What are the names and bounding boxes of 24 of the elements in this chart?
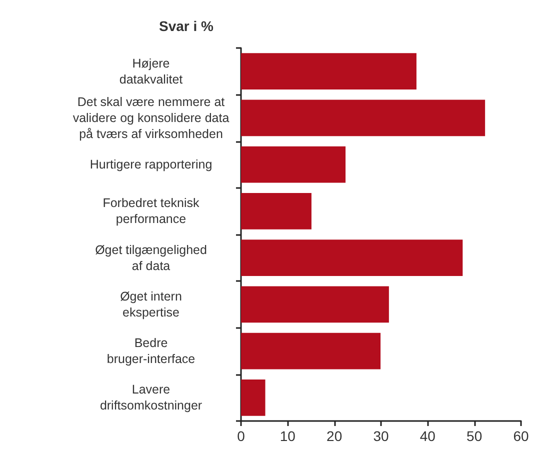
bar bbox=[241, 146, 346, 183]
bar bbox=[241, 100, 486, 136]
bar bbox=[241, 380, 266, 416]
y-tick-label: Øget intern ekspertise bbox=[120, 289, 182, 320]
x-tick-label: 10 bbox=[280, 428, 296, 444]
x-tick-label: 50 bbox=[466, 428, 482, 444]
y-tick-label: Forbedret teknisk performance bbox=[102, 196, 200, 226]
y-tick-label: Det skal være nemmere at validere og konsolidere data på tværs af virksomheden bbox=[72, 94, 230, 141]
bar bbox=[241, 240, 463, 276]
x-tick-label: 0 bbox=[237, 428, 246, 444]
bar bbox=[241, 332, 381, 370]
x-tick-label: 40 bbox=[420, 428, 436, 444]
bar bbox=[241, 193, 312, 230]
bar bbox=[241, 286, 389, 323]
y-tick-label: Lavere driftsomkostninger bbox=[100, 382, 202, 413]
x-tick-label: 20 bbox=[326, 428, 342, 444]
y-tick-label: Bedre bruger-interface bbox=[106, 336, 196, 366]
y-tick-label: Højere datakvalitet bbox=[119, 56, 184, 86]
x-tick-label: 60 bbox=[513, 428, 529, 444]
y-tick-label: Øget tilgængelighed af data bbox=[95, 242, 207, 273]
y-tick-label: Hurtigere rapportering bbox=[90, 158, 212, 172]
chart-title: Svar i % bbox=[159, 18, 214, 34]
bar bbox=[241, 53, 416, 90]
x-tick-label: 30 bbox=[373, 428, 389, 444]
